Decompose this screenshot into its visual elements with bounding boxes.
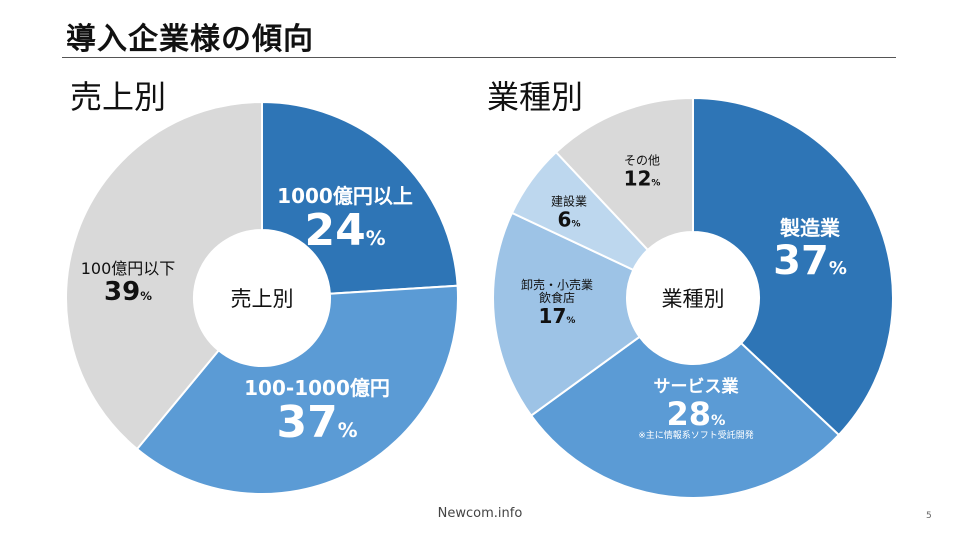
industry-slice-0 (692, 96, 894, 437)
sales-percent-unit: % (140, 288, 152, 303)
sales-value-number: 37 (276, 396, 338, 448)
sales-category-name: 1000億円以上 (277, 183, 413, 208)
industry-slice-2 (492, 211, 642, 417)
industry-category-name: 卸売・小売業 (520, 277, 594, 292)
industry-slice-note: ※主に情報系ソフト受託開発 (638, 430, 754, 441)
industry-category-name: その他 (623, 153, 660, 168)
page-number: 5 (926, 511, 932, 521)
sales-value-label: 24% (277, 204, 413, 256)
sales-slice-1 (135, 284, 459, 495)
sales-value-label: 39% (81, 276, 176, 307)
industry-slice-label-1: サービス業 28% ※主に情報系ソフト受託開発 (638, 378, 754, 442)
industry-percent-unit: % (566, 316, 576, 327)
industry-section-title: 業種別 (487, 78, 584, 116)
industry-value-label: 6% (551, 209, 587, 231)
industry-category-name: サービス業 (653, 377, 739, 398)
page-title: 導入企業様の傾向 (66, 22, 314, 57)
industry-value-label: 37% (773, 239, 847, 283)
sales-percent-unit: % (365, 226, 386, 250)
sales-slice-0 (261, 100, 459, 295)
industry-percent-unit: % (651, 178, 661, 189)
industry-value-label: 17% (521, 305, 593, 327)
industry-percent-unit: % (711, 412, 726, 429)
industry-value-number: 6 (557, 207, 572, 232)
sales-value-number: 39 (104, 276, 141, 307)
sales-value-number: 24 (304, 204, 366, 256)
industry-category-name: 飲食店 (538, 291, 576, 305)
industry-value-number: 37 (773, 238, 829, 284)
industry-percent-unit: % (828, 258, 847, 279)
industry-value-number: 17 (538, 304, 567, 329)
industry-percent-unit: % (571, 219, 581, 230)
industry-category-name: 建設業 (550, 194, 588, 209)
industry-slice-4 (554, 96, 694, 252)
sales-section-title: 売上別 (70, 78, 167, 116)
industry-slice-1 (529, 335, 841, 499)
industry-value-number: 28 (666, 394, 712, 433)
sales-value-label: 37% (244, 396, 390, 448)
sales-slice-2 (65, 100, 263, 451)
industry-slice-label-3: 建設業 6% (550, 194, 588, 231)
footer-site: Newcom.info (437, 506, 523, 521)
industry-slice-label-2: 卸売・小売業 飲食店 17% (520, 277, 594, 327)
industry-value-number: 12 (623, 166, 652, 191)
sales-category-name: 100-1000億円 (244, 375, 390, 400)
sales-slice-label-2: 100億円以下 39% (81, 260, 176, 306)
industry-slice-label-4: その他 12% (623, 153, 661, 190)
sales-slice-label-1: 100-1000億円 37% (244, 377, 390, 447)
industry-category-name: 製造業 (780, 216, 840, 240)
sales-category-name: 100億円以下 (80, 258, 176, 278)
industry-value-label: 12% (624, 168, 661, 190)
industry-slice-label-0: 製造業 37% (773, 217, 847, 283)
industry-center-label: 業種別 (661, 287, 725, 311)
industry-value-label: 28% (638, 394, 754, 433)
sales-slice-label-0: 1000億円以上 24% (277, 185, 413, 255)
sales-center-label: 売上別 (230, 287, 294, 311)
sales-percent-unit: % (337, 418, 358, 442)
title-divider (62, 57, 896, 58)
